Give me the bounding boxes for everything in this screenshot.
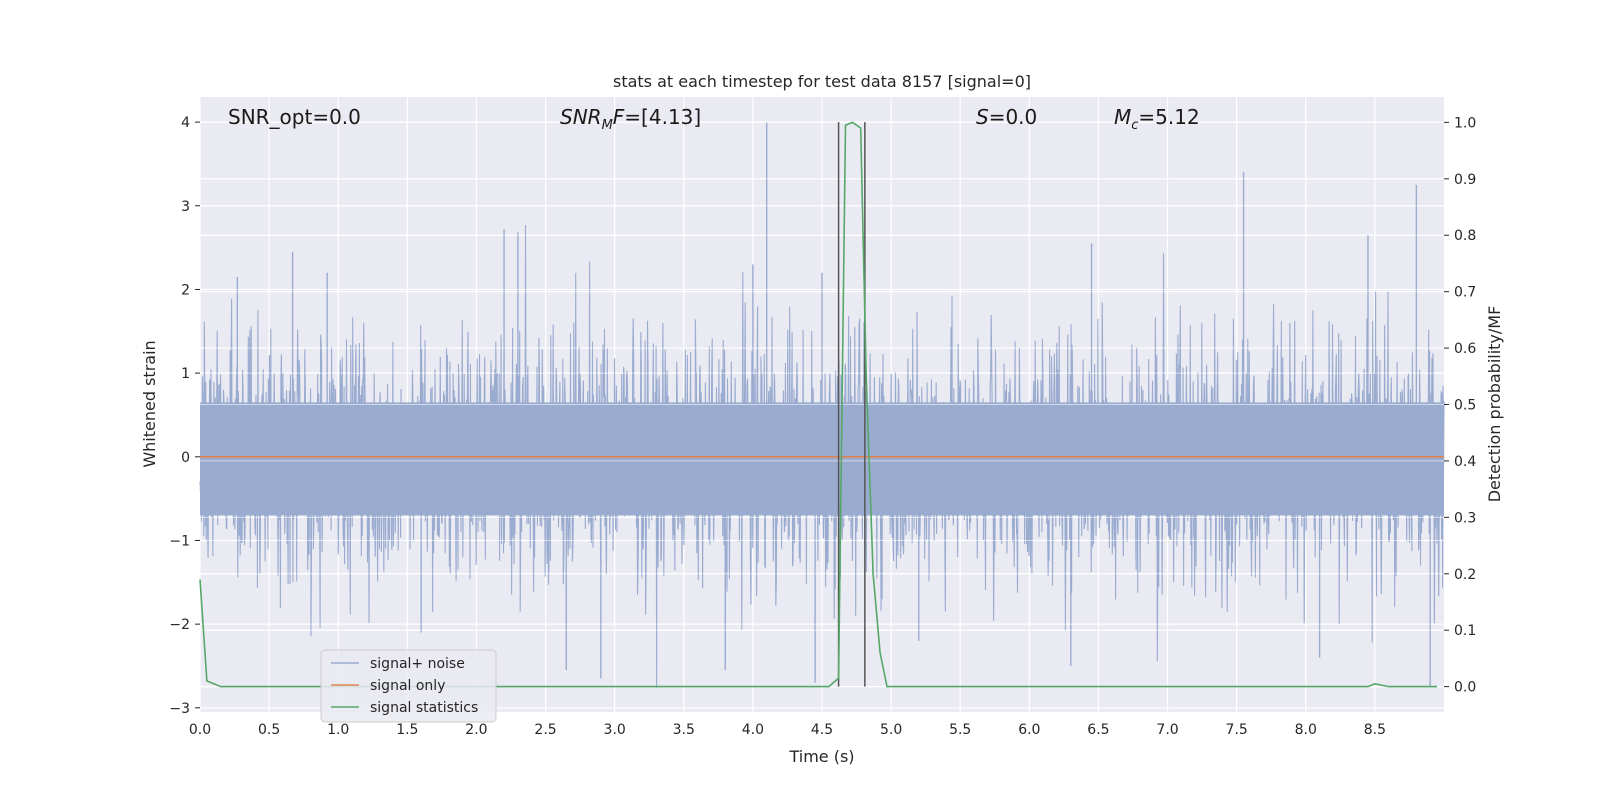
x-axis-ticks: 0.0 0.5 1.0 1.5 2.0 2.5 3.0 3.5 4.0 4.5 5.0 5.5 6.0 6…: [189, 722, 1386, 738]
y2-tick-label: 0.0: [1454, 680, 1476, 696]
x-tick-label: 3.0: [604, 722, 626, 738]
legend: signal+ noise signal only signal statist…: [320, 649, 497, 723]
x-tick-label: 0.5: [258, 722, 280, 738]
annotation-snr-opt: SNR_opt=0.0: [228, 105, 361, 129]
x-tick-label: 2.5: [534, 722, 556, 738]
y-axis-label: Whitened strain: [140, 340, 159, 467]
y2-tick-label: 0.7: [1454, 285, 1476, 301]
x-tick-label: 5.5: [949, 722, 971, 738]
annotation-mc: Mc=5.12: [1114, 105, 1200, 133]
legend-label-signal: signal only: [370, 678, 445, 694]
x-tick-label: 6.5: [1087, 722, 1109, 738]
y-axis-ticks: −3 −2 −1 0 1 2 3 4: [169, 115, 200, 717]
y2-tick-label: 0.6: [1454, 341, 1476, 357]
legend-label-stats: signal statistics: [370, 700, 478, 716]
y2-tick-label: 0.5: [1454, 398, 1476, 414]
y2-tick-label: 0.8: [1454, 228, 1476, 244]
x-tick-label: 7.5: [1226, 722, 1248, 738]
y-tick-label: −2: [169, 617, 190, 633]
y-tick-label: −3: [169, 701, 190, 717]
y-tick-label: 3: [181, 199, 190, 215]
noise-trace: [199, 121, 1445, 709]
y2-tick-label: 0.1: [1454, 623, 1476, 639]
y2-tick-label: 0.2: [1454, 567, 1476, 583]
y-tick-label: 1: [181, 366, 190, 382]
x-tick-label: 7.0: [1156, 722, 1178, 738]
y-tick-label: 2: [181, 282, 190, 298]
legend-label-noise: signal+ noise: [370, 656, 465, 672]
x-axis-label: Time (s): [788, 747, 854, 766]
x-tick-label: 4.5: [811, 722, 833, 738]
x-tick-label: 2.0: [465, 722, 487, 738]
signal-statistics-line: [199, 121, 1438, 688]
x-tick-label: 8.5: [1364, 722, 1386, 738]
y2-tick-label: 0.3: [1454, 510, 1476, 526]
y-tick-label: 0: [181, 450, 190, 466]
y2-axis-label: Detection probability/MF: [1485, 306, 1504, 503]
annotation-s: S=0.0: [976, 105, 1037, 129]
legend-box: [320, 649, 497, 723]
y2-axis-ticks: 0.0 0.1 0.2 0.3 0.4 0.5 0.6 0.7 0.8 0.9 1.0: [1444, 115, 1476, 696]
y2-tick-label: 0.9: [1454, 172, 1476, 188]
y-tick-label: −1: [169, 533, 190, 549]
x-tick-label: 8.0: [1295, 722, 1317, 738]
x-tick-label: 6.0: [1018, 722, 1040, 738]
x-tick-label: 0.0: [189, 722, 211, 738]
event-markers: [837, 122, 866, 687]
x-tick-label: 1.5: [396, 722, 418, 738]
y-tick-label: 4: [181, 115, 190, 131]
y2-tick-label: 0.4: [1454, 454, 1476, 470]
x-tick-label: 4.0: [742, 722, 764, 738]
x-tick-label: 3.5: [673, 722, 695, 738]
x-tick-label: 5.0: [880, 722, 902, 738]
chart-title: stats at each timestep for test data 815…: [613, 72, 1031, 91]
y2-tick-label: 1.0: [1454, 115, 1476, 131]
x-tick-label: 1.0: [327, 722, 349, 738]
annotation-snr-mf: SNRMF=[4.13]: [560, 105, 701, 133]
